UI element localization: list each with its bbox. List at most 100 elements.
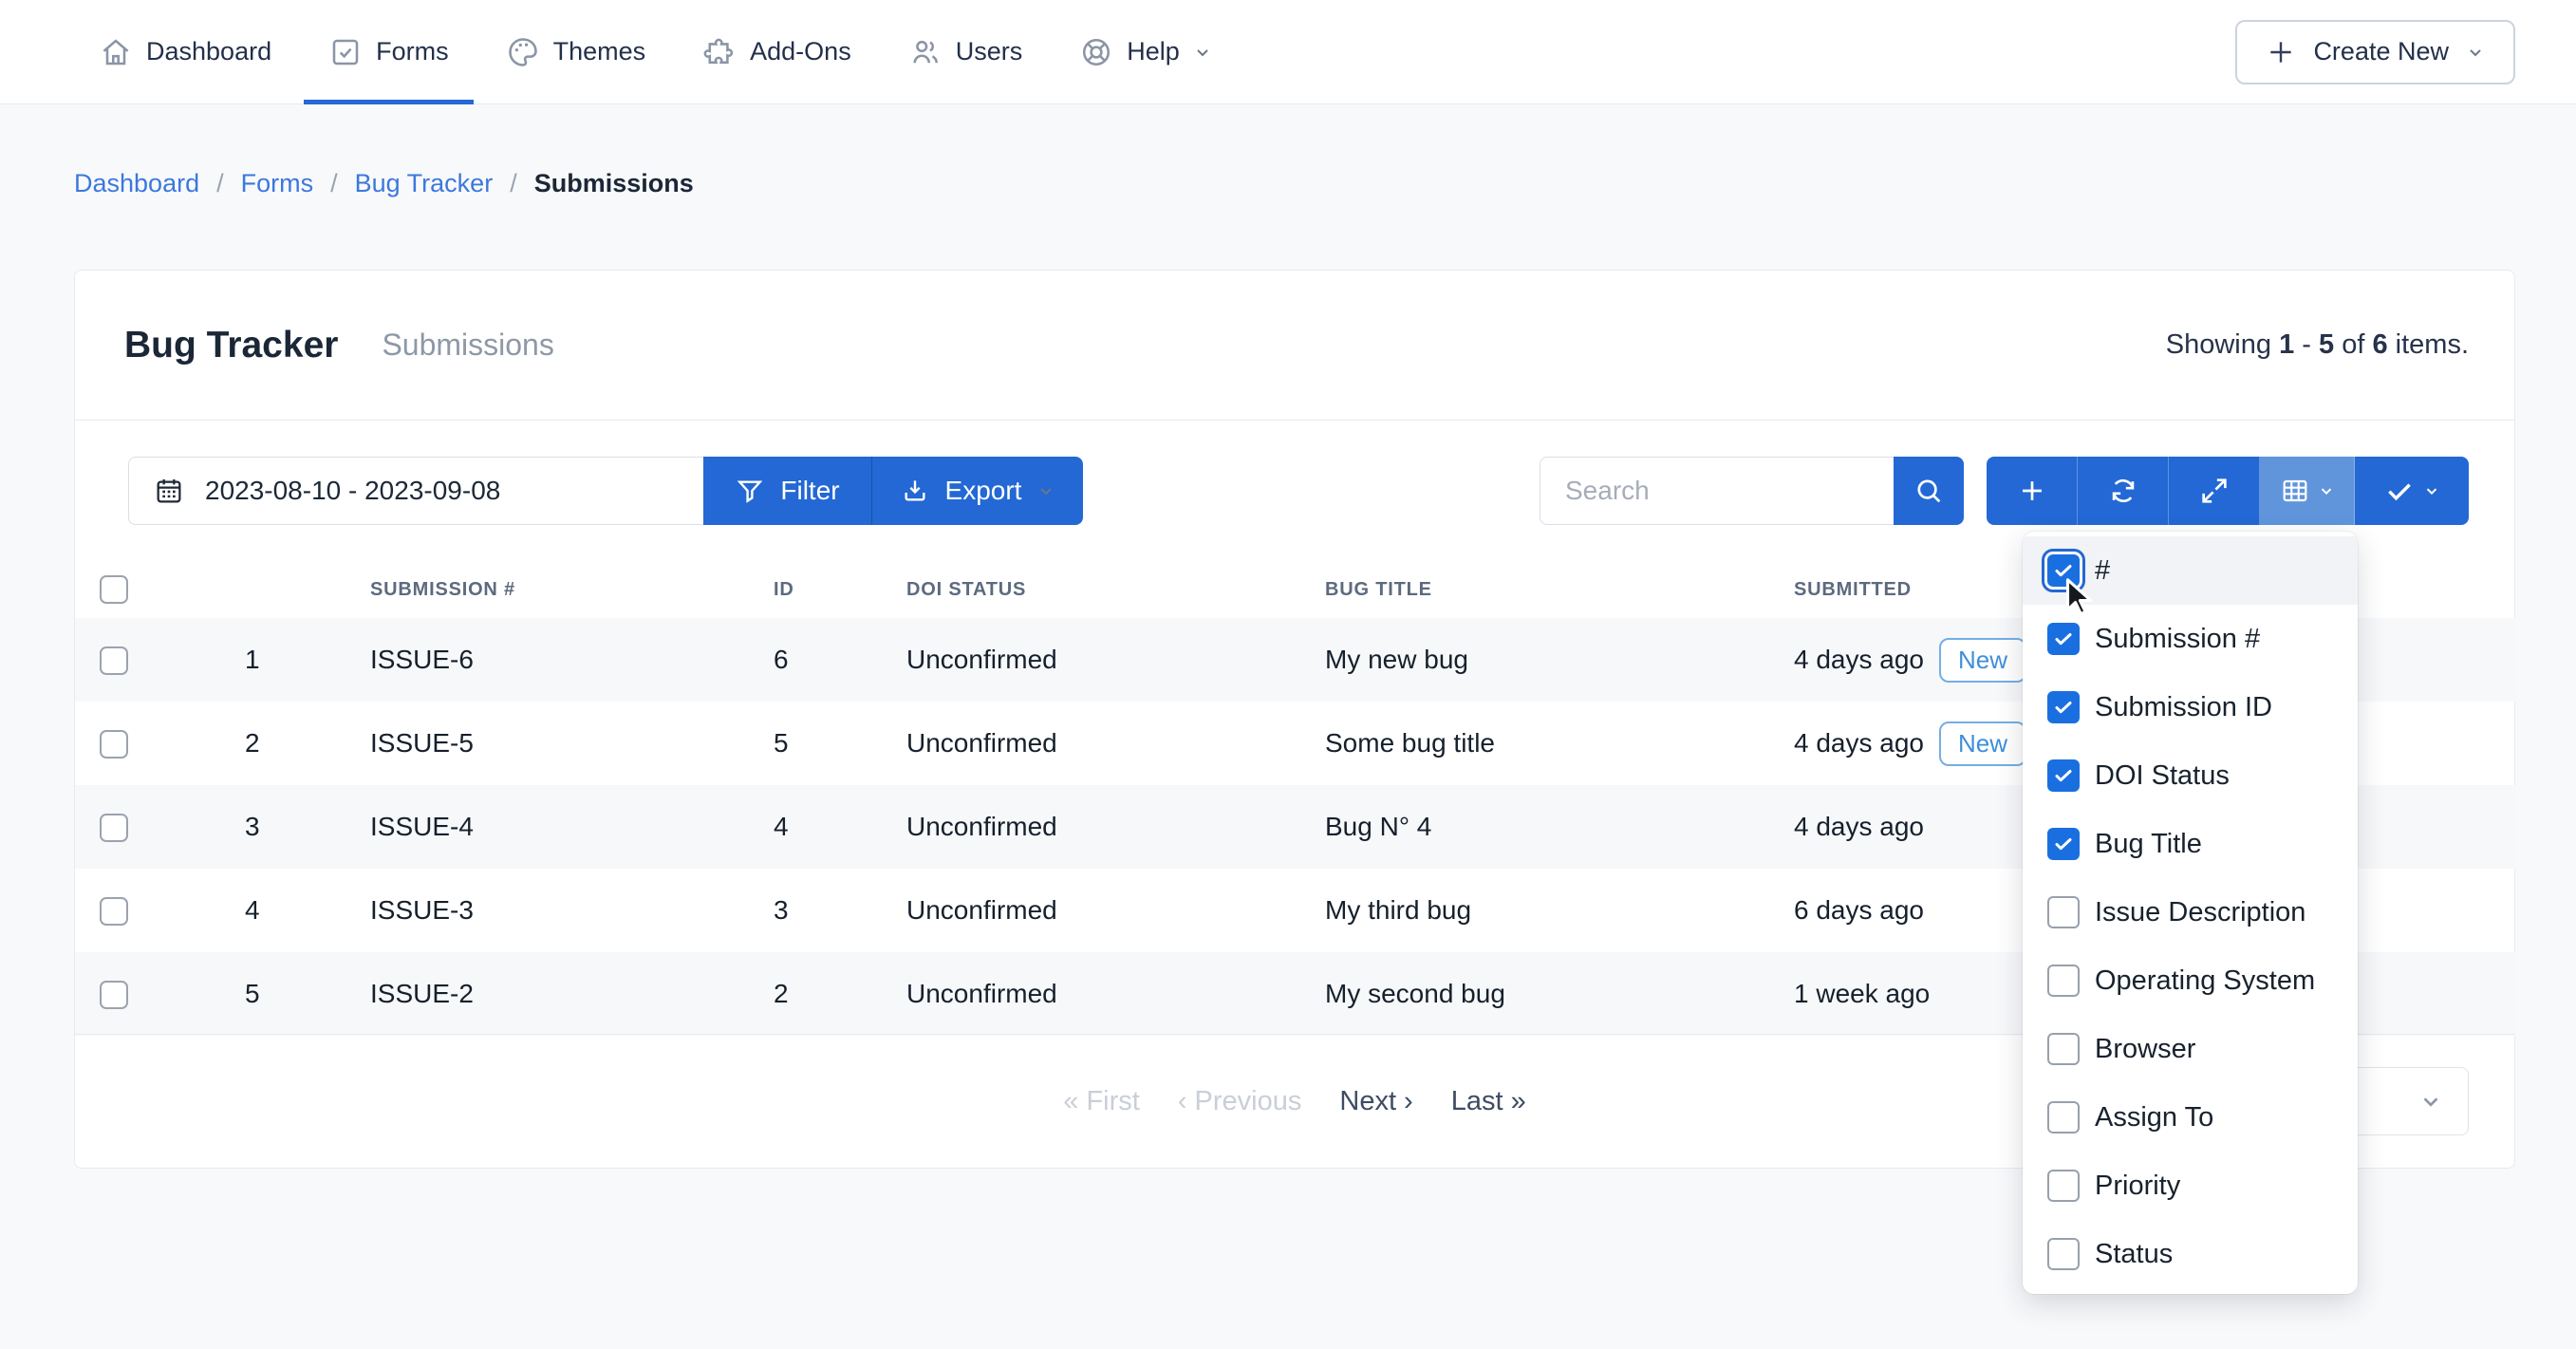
- column-checkbox[interactable]: [2047, 1101, 2080, 1134]
- column-menu-label: Bug Title: [2095, 828, 2202, 859]
- page-subtitle: Submissions: [382, 328, 554, 362]
- col-header-submitted[interactable]: SUBMITTED: [1794, 578, 1912, 600]
- pagination-previous[interactable]: ‹ Previous: [1177, 1085, 1302, 1116]
- search-input[interactable]: [1540, 457, 1894, 525]
- column-menu-item[interactable]: Issue Description: [2023, 878, 2358, 946]
- cell-submitted: 1 week ago: [1794, 979, 1931, 1008]
- column-menu-label: Status: [2095, 1238, 2174, 1269]
- column-menu-item[interactable]: Assign To: [2023, 1083, 2358, 1152]
- column-checkbox[interactable]: [2047, 965, 2080, 997]
- bulk-actions-button[interactable]: [2355, 457, 2469, 525]
- column-checkbox[interactable]: [2047, 828, 2080, 860]
- pagination-next[interactable]: Next ›: [1339, 1085, 1413, 1116]
- breadcrumb: Dashboard / Forms / Bug Tracker / Submis…: [74, 169, 694, 198]
- column-checkbox[interactable]: [2047, 1033, 2080, 1065]
- cell-submitted: 4 days ago: [1794, 645, 1924, 674]
- plus-icon: [2022, 481, 2042, 500]
- row-checkbox[interactable]: [100, 897, 128, 927]
- column-menu-item[interactable]: Browser: [2023, 1015, 2358, 1083]
- column-checkbox[interactable]: [2047, 1238, 2080, 1270]
- columns-button[interactable]: [2260, 457, 2355, 525]
- column-menu-item[interactable]: DOI Status: [2023, 741, 2358, 810]
- nav-item-forms[interactable]: Forms: [304, 0, 474, 104]
- cell-doi-status: Unconfirmed: [906, 895, 1057, 925]
- filter-icon: [737, 480, 763, 503]
- column-menu-item[interactable]: Bug Title: [2023, 810, 2358, 878]
- search-icon: [1917, 479, 1941, 503]
- columns-menu: # Submission # Submission ID DOI Status …: [2023, 532, 2358, 1294]
- pagination-first[interactable]: « First: [1063, 1085, 1140, 1116]
- export-button[interactable]: Export: [871, 457, 1083, 525]
- column-menu-label: DOI Status: [2095, 759, 2230, 791]
- puzzle-icon: [703, 38, 734, 64]
- create-new-label: Create New: [2313, 37, 2449, 66]
- column-checkbox[interactable]: [2047, 759, 2080, 792]
- pagination-last[interactable]: Last »: [1450, 1085, 1526, 1116]
- status-badge: New: [1939, 721, 2027, 766]
- check-icon: [2388, 483, 2411, 501]
- palette-icon: [508, 37, 537, 66]
- col-header-title[interactable]: BUG TITLE: [1325, 578, 1432, 600]
- nav-item-users[interactable]: Users: [884, 0, 1048, 103]
- cell-submission: ISSUE-6: [370, 645, 474, 674]
- column-checkbox[interactable]: [2047, 896, 2080, 928]
- row-checkbox[interactable]: [100, 814, 128, 843]
- filter-button[interactable]: Filter: [703, 457, 871, 525]
- table-header-row: SUBMISSION # ID DOI STATUS BUG TITLE SUB…: [75, 561, 2516, 618]
- breadcrumb-link-forms[interactable]: Forms: [240, 169, 314, 197]
- column-menu-item[interactable]: Status: [2023, 1220, 2358, 1288]
- date-range-input[interactable]: 2023-08-10 - 2023-09-08: [128, 457, 703, 525]
- column-menu-item[interactable]: Submission ID: [2023, 673, 2358, 741]
- grid-toolbar: [1987, 457, 2469, 525]
- select-all-checkbox[interactable]: [100, 575, 128, 604]
- nav-item-label: Forms: [376, 37, 449, 66]
- col-header-submission[interactable]: SUBMISSION #: [370, 578, 515, 600]
- column-checkbox[interactable]: [2047, 691, 2080, 723]
- breadcrumb-link-bug-tracker[interactable]: Bug Tracker: [354, 169, 494, 197]
- column-menu-item[interactable]: #: [2023, 536, 2358, 616]
- row-checkbox[interactable]: [100, 646, 128, 676]
- cell-submission: ISSUE-3: [370, 895, 474, 925]
- page-title: Bug Tracker: [124, 324, 339, 365]
- column-menu-item[interactable]: Operating System: [2023, 946, 2358, 1015]
- col-header-id[interactable]: ID: [774, 578, 794, 600]
- row-checkbox[interactable]: [100, 981, 128, 1010]
- expand-button[interactable]: [2169, 457, 2260, 525]
- nav-item-addons[interactable]: Add-Ons: [678, 0, 876, 103]
- column-checkbox[interactable]: [2047, 623, 2080, 655]
- cell-id: 3: [774, 895, 789, 925]
- row-checkbox[interactable]: [100, 730, 128, 759]
- column-menu-item[interactable]: Submission #: [2023, 605, 2358, 673]
- column-checkbox[interactable]: [2047, 1170, 2080, 1202]
- top-nav: Dashboard Forms Themes Add-Ons Users Hel…: [0, 0, 2576, 104]
- nav-item-label: Add-Ons: [750, 37, 851, 66]
- pagination: « First ‹ Previous Next › Last »: [1063, 1086, 1525, 1117]
- refresh-button[interactable]: [2078, 457, 2169, 525]
- create-new-button[interactable]: Create New: [2235, 19, 2515, 84]
- column-menu-label: Operating System: [2095, 965, 2316, 996]
- add-button[interactable]: [1987, 457, 2078, 525]
- column-menu-item[interactable]: Priority: [2023, 1152, 2358, 1220]
- nav-item-help[interactable]: Help: [1055, 0, 1237, 103]
- status-badge: New: [1939, 637, 2027, 683]
- column-menu-label: Issue Description: [2095, 896, 2306, 927]
- cell-doi-status: Unconfirmed: [906, 979, 1057, 1008]
- cell-num: 1: [245, 645, 260, 674]
- search-button[interactable]: [1894, 457, 1964, 525]
- nav-item-themes[interactable]: Themes: [481, 0, 671, 103]
- calendar-icon: [157, 479, 181, 503]
- cell-bug-title: My third bug: [1325, 895, 1472, 925]
- column-menu-label: Submission ID: [2095, 691, 2272, 722]
- breadcrumb-separator: /: [216, 169, 224, 197]
- controls-row: 2023-08-10 - 2023-09-08 Filter Export: [75, 421, 2514, 561]
- breadcrumb-link-dashboard[interactable]: Dashboard: [74, 169, 200, 197]
- table-row[interactable]: 4 ISSUE-3 3 Unconfirmed My third bug 6 d…: [75, 869, 2516, 952]
- form-check-icon: [332, 39, 359, 65]
- table-row[interactable]: 2 ISSUE-5 5 Unconfirmed Some bug title 4…: [75, 702, 2516, 785]
- chevron-down-icon: [2423, 1097, 2438, 1107]
- col-header-doi[interactable]: DOI STATUS: [906, 578, 1027, 600]
- card-header: Bug Tracker Submissions Showing 1 - 5 of…: [75, 271, 2514, 421]
- nav-item-dashboard[interactable]: Dashboard: [74, 0, 296, 103]
- column-checkbox[interactable]: [2047, 554, 2080, 587]
- cell-bug-title: My new bug: [1325, 645, 1468, 674]
